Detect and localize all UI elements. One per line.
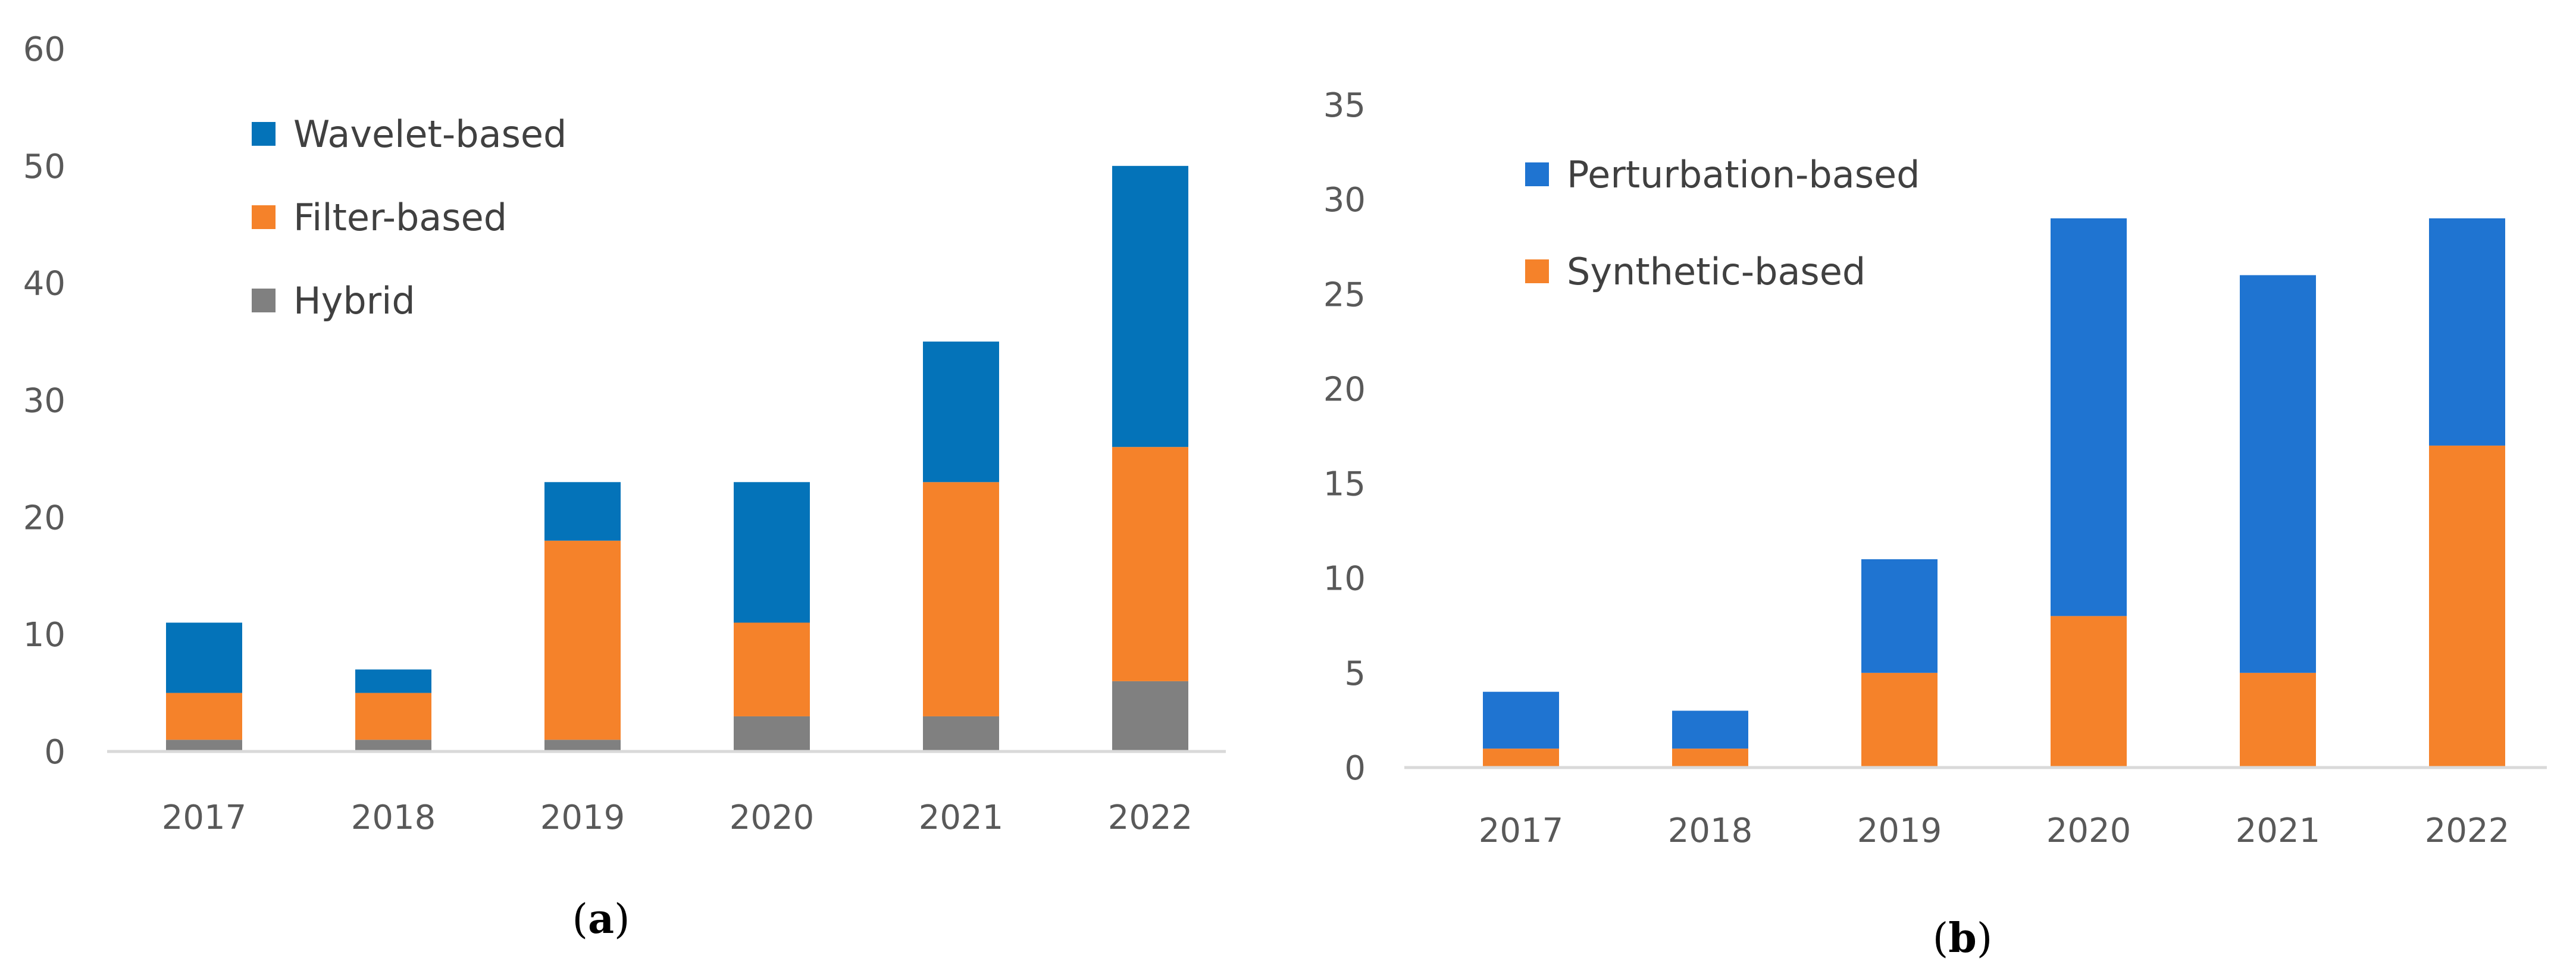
chart-b-legend-swatch-synthetic-based [1525, 259, 1549, 283]
chart-b-legend-swatch-perturbation-based [1525, 162, 1549, 186]
chart-b-bar-synthetic-based-2017 [1483, 748, 1559, 768]
chart-a-bar-wavelet-based-2018 [355, 669, 431, 693]
chart-a-x-tick-label: 2017 [162, 798, 247, 837]
chart-a-panel-label-letter: a [588, 895, 614, 943]
chart-a-y-tick-label: 30 [23, 382, 65, 421]
chart-b-panel-label-letter: b [1948, 915, 1977, 962]
chart-b-bar-perturbation-based-2022 [2429, 218, 2505, 446]
chart-a-legend-swatch-hybrid [252, 289, 276, 312]
chart-b-y-tick-label: 25 [1323, 275, 1366, 314]
chart-a-bar-hybrid-2020 [734, 716, 810, 751]
chart-a-bar-filter-based-2021 [923, 482, 999, 716]
chart-b-bar-perturbation-based-2021 [2240, 275, 2316, 673]
chart-b-bar-perturbation-based-2019 [1861, 559, 1938, 673]
chart-a-legend-label-filter-based: Filter-based [293, 196, 507, 239]
chart-b-y-tick-label: 30 [1323, 181, 1366, 220]
chart-b-bar-perturbation-based-2018 [1672, 710, 1748, 749]
chart-b-panel-label: (b) [1933, 915, 1993, 962]
chart-b-y-tick-label: 20 [1323, 370, 1366, 409]
chart-a-y-tick-label: 40 [23, 265, 65, 303]
chart-a-x-tick-label: 2022 [1108, 798, 1193, 837]
chart-a-bar-wavelet-based-2020 [734, 482, 810, 623]
chart-b-bar-synthetic-based-2018 [1672, 748, 1748, 768]
chart-a-panel-label-open: ( [572, 896, 588, 943]
chart-a-legend-swatch-wavelet-based [252, 122, 276, 146]
chart-a-bar-filter-based-2018 [355, 693, 431, 740]
chart-a-y-tick-label: 0 [44, 733, 65, 772]
chart-a-bar-hybrid-2022 [1112, 681, 1188, 751]
chart-a-bar-wavelet-based-2021 [923, 342, 999, 483]
chart-b-bar-synthetic-based-2021 [2240, 672, 2316, 768]
chart-a-panel-label-close: ) [614, 896, 630, 943]
chart-a-bar-filter-based-2020 [734, 622, 810, 716]
chart-b-x-tick-label: 2019 [1857, 812, 1942, 850]
chart-a-bar-hybrid-2021 [923, 716, 999, 751]
chart-a-bar-filter-based-2022 [1112, 447, 1188, 681]
chart-b-legend-label-perturbation-based: Perturbation-based [1567, 153, 1920, 196]
chart-b-bar-synthetic-based-2019 [1861, 672, 1938, 768]
chart-b-bar-synthetic-based-2022 [2429, 445, 2505, 768]
chart-a-bar-wavelet-based-2019 [544, 482, 621, 541]
chart-b-bar-perturbation-based-2017 [1483, 691, 1559, 749]
chart-b-panel-label-open: ( [1933, 915, 1949, 962]
chart-a-y-tick-label: 20 [23, 499, 65, 537]
chart-b-y-tick-label: 5 [1344, 654, 1366, 693]
chart-b-x-tick-label: 2017 [1479, 812, 1564, 850]
chart-a-panel-label: (a) [572, 895, 630, 943]
chart-a-bar-hybrid-2017 [166, 740, 242, 751]
chart-a-x-tick-label: 2021 [919, 798, 1004, 837]
chart-a-bar-filter-based-2019 [544, 540, 621, 740]
chart-b-legend-label-synthetic-based: Synthetic-based [1567, 250, 1866, 293]
chart-b-x-tick-label: 2022 [2425, 812, 2510, 850]
chart-b-bar-perturbation-based-2020 [2051, 218, 2127, 616]
chart-b-x-tick-label: 2018 [1668, 812, 1753, 850]
chart-a-legend-label-hybrid: Hybrid [293, 279, 415, 322]
chart-a-y-tick-label: 60 [23, 30, 65, 69]
chart-b: 0 5 10 15 20 25 30 35 2017 2018 2019 2020 2021 2022 Pe… [1323, 86, 2547, 962]
chart-b-x-tick-label: 2021 [2236, 812, 2321, 850]
chart-a-y-tick-label: 50 [23, 148, 65, 186]
chart-b-y-tick-label: 35 [1323, 86, 1366, 125]
chart-a-bar-wavelet-based-2022 [1112, 165, 1188, 447]
chart-a-x-tick-label: 2018 [351, 798, 436, 837]
chart-a-x-tick-label: 2020 [730, 798, 815, 837]
chart-a-bar-hybrid-2019 [544, 740, 621, 751]
chart-b-x-tick-label: 2020 [2046, 812, 2131, 850]
chart-a-bar-filter-based-2017 [166, 693, 242, 740]
chart-a-y-tick-label: 10 [23, 616, 65, 654]
chart-b-bar-synthetic-based-2020 [2051, 616, 2127, 768]
chart-b-panel-label-close: ) [1977, 915, 1993, 962]
chart-a-legend-swatch-filter-based [252, 205, 276, 229]
chart-a-bar-hybrid-2018 [355, 740, 431, 751]
chart-b-y-tick-label: 10 [1323, 560, 1366, 599]
chart-a-x-tick-label: 2019 [540, 798, 625, 837]
chart-a-legend-label-wavelet-based: Wavelet-based [293, 112, 566, 156]
chart-b-y-tick-label: 0 [1344, 749, 1366, 788]
chart-b-y-tick-label: 15 [1323, 465, 1366, 504]
chart-a-bar-wavelet-based-2017 [166, 622, 242, 693]
chart-a: 0 10 20 30 40 50 60 2017 2018 2019 2020 2021 2022 Wav… [23, 30, 1226, 943]
